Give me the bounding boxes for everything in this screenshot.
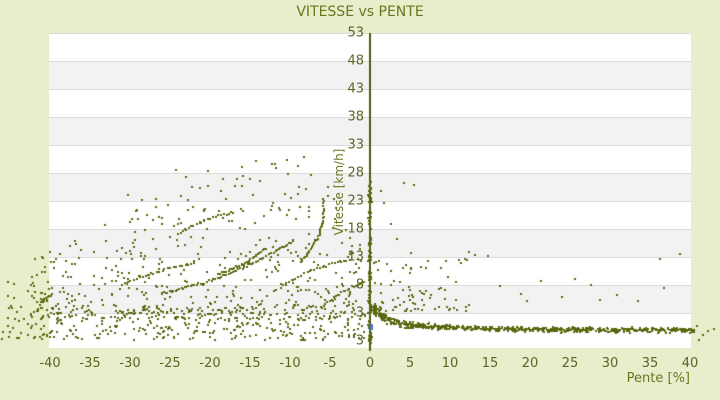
scatter-canvas [0, 0, 720, 400]
chart-page: { "chart_data": { "type": "scatter", "ti… [0, 0, 720, 400]
